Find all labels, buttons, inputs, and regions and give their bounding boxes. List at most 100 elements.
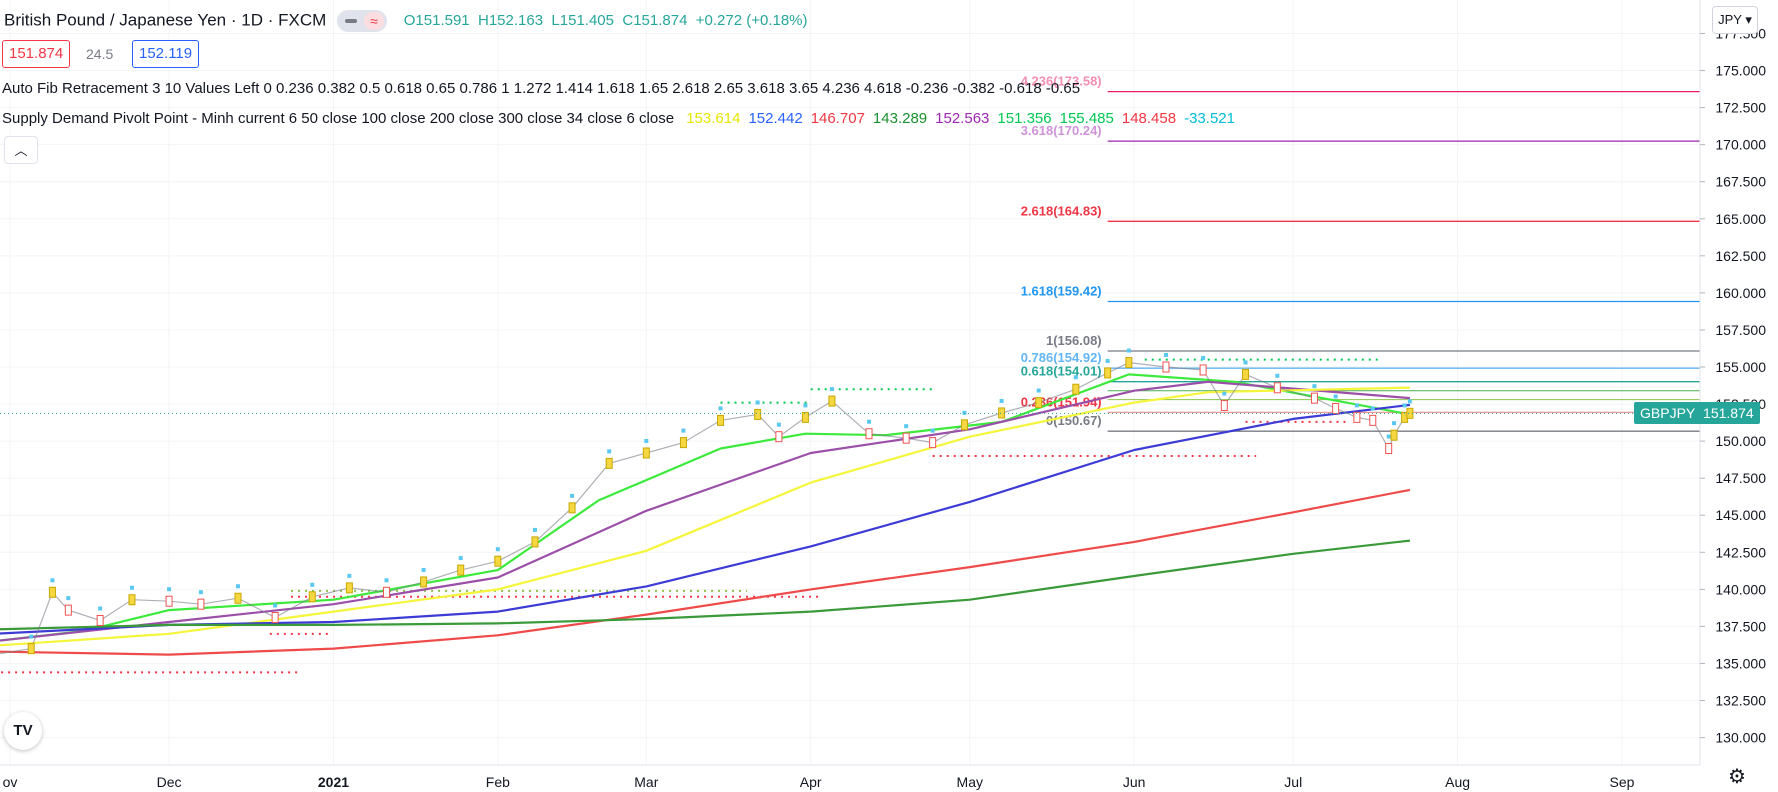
- price-tick-label: 160.000: [1715, 285, 1766, 301]
- signal-dot: [29, 634, 34, 639]
- sdpp-value: 155.485: [1059, 110, 1114, 127]
- currency-dropdown[interactable]: JPY ▾: [1712, 6, 1758, 34]
- price-candle: [382, 586, 390, 598]
- fib-level-label: 3.618(170.24): [1021, 123, 1102, 138]
- price-candle: [271, 612, 279, 624]
- chevron-down-icon: ▾: [1745, 12, 1752, 27]
- currency-label: JPY: [1718, 12, 1742, 27]
- spread-value: 24.5: [86, 46, 114, 62]
- signal-dot: [1163, 353, 1168, 358]
- sell-button[interactable]: 151.874: [2, 40, 71, 68]
- moving-average-line: [0, 403, 1411, 635]
- fib-level-label: 2.618(164.83): [1021, 203, 1102, 218]
- symbol-name[interactable]: British Pound / Japanese Yen: [4, 10, 227, 30]
- grid: [0, 0, 1700, 765]
- last-price-symbol: GBPJPY: [1640, 405, 1696, 422]
- signal-dot: [1354, 403, 1359, 408]
- tradingview-logo[interactable]: TV: [4, 712, 42, 750]
- signal-dot: [421, 567, 426, 572]
- legend-toggle-control[interactable]: ≈: [337, 10, 388, 32]
- fib-level-label: 1.618(159.42): [1021, 283, 1102, 298]
- exchange: FXCM: [278, 10, 327, 30]
- price-candle: [128, 594, 136, 606]
- wave-icon[interactable]: ≈: [364, 12, 385, 30]
- chart-plot-area[interactable]: [0, 0, 1700, 765]
- signal-dot: [681, 428, 686, 433]
- signal-dot: [1370, 406, 1375, 411]
- signal-dot: [904, 424, 909, 429]
- price-candle: [48, 586, 56, 598]
- collapse-legend-button[interactable]: ︿: [4, 136, 38, 164]
- signal-dot: [776, 422, 781, 427]
- sdpp-value: 153.614: [686, 110, 741, 127]
- price-candle: [308, 591, 316, 603]
- price-candle: [828, 395, 836, 407]
- signal-dot: [129, 585, 134, 590]
- price-tick-label: 150.000: [1715, 433, 1766, 449]
- signal-dot: [607, 449, 612, 454]
- price-candle: [1125, 357, 1133, 369]
- sdpp-value: 148.458: [1121, 110, 1177, 127]
- fib-level-label: 4.236(173.58): [1021, 74, 1102, 89]
- close-value: 151.874: [633, 12, 688, 30]
- price-candle: [420, 576, 428, 588]
- signal-dot: [1073, 375, 1078, 380]
- signal-dot: [1333, 394, 1338, 399]
- indicator-sdpp-legend[interactable]: Supply Demand Pivolt Point - Minh curren…: [2, 110, 1235, 127]
- sdpp-legend-text: Supply Demand Pivolt Point - Minh curren…: [2, 110, 675, 127]
- fib-level-label: 0.786(154.92): [1021, 350, 1102, 365]
- moving-averages: [0, 373, 1411, 656]
- price-tick-label: 132.500: [1715, 693, 1766, 709]
- low-value: 151.405: [559, 12, 614, 30]
- fib-level-label: 0.618(154.01): [1021, 364, 1102, 379]
- minus-icon[interactable]: [345, 19, 358, 23]
- price-tick-label: 130.000: [1715, 730, 1766, 746]
- buy-button[interactable]: 152.119: [132, 40, 200, 68]
- price-tick-label: 137.500: [1715, 618, 1766, 634]
- close-price-line: [0, 361, 1411, 655]
- signal-dot: [198, 590, 203, 595]
- signal-dot: [1407, 399, 1412, 404]
- signal-dot: [644, 438, 649, 443]
- signal-dot: [755, 400, 760, 405]
- price-candle: [1390, 429, 1398, 441]
- signal-dot: [1105, 358, 1110, 363]
- price-tick-label: 135.000: [1715, 655, 1766, 671]
- indicator-fib-legend[interactable]: Auto Fib Retracement 3 10 Values Left 0 …: [2, 80, 1080, 97]
- price-tick-label: 157.500: [1715, 322, 1766, 338]
- signal-dot: [236, 584, 241, 589]
- gear-icon[interactable]: ⚙: [1728, 766, 1746, 788]
- price-candle: [717, 414, 725, 426]
- signal-dot: [718, 406, 723, 411]
- signal-dot: [50, 578, 55, 583]
- signal-dot: [1391, 421, 1396, 426]
- time-tick-label: Jul: [1284, 774, 1302, 790]
- price-candle: [1310, 392, 1318, 404]
- signal-dot: [829, 387, 834, 392]
- sdpp-value: 152.563: [935, 110, 990, 127]
- price-tick-label: 155.000: [1715, 359, 1766, 375]
- signal-dot: [570, 493, 575, 498]
- time-tick-label: May: [957, 774, 983, 790]
- sdpp-value: 146.707: [810, 110, 865, 127]
- price-candle: [642, 447, 650, 459]
- sdpp-legend-values: 153.614 152.442 146.707 143.289 152.563 151.3…: [678, 110, 1235, 127]
- signal-dot: [66, 596, 71, 601]
- interval[interactable]: 1D: [241, 10, 263, 30]
- moving-average-line: [0, 373, 1411, 642]
- price-candle: [1369, 414, 1377, 426]
- price-tick-label: 145.000: [1715, 507, 1766, 523]
- signal-dot: [1243, 360, 1248, 365]
- time-tick-label: 2021: [318, 774, 349, 790]
- price-tick-label: 142.500: [1715, 544, 1766, 560]
- price-candle: [960, 419, 968, 431]
- price-candle: [998, 407, 1006, 419]
- signal-dot: [347, 573, 352, 578]
- signal-dot: [803, 403, 808, 408]
- time-tick-label: Feb: [486, 774, 510, 790]
- signal-dot: [999, 398, 1004, 403]
- logo-text: TV: [13, 722, 33, 739]
- price-candle: [568, 502, 576, 514]
